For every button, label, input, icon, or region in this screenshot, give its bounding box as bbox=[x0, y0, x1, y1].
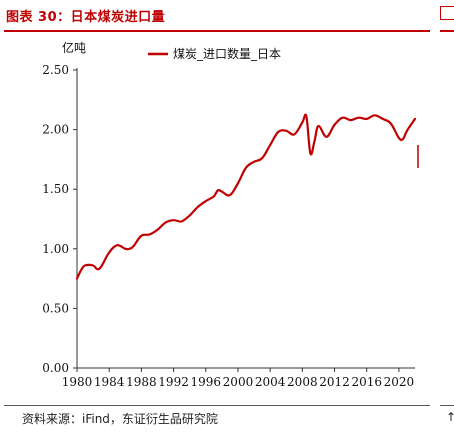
chart-ticks bbox=[73, 69, 400, 372]
x-tick-label: 1988 bbox=[126, 375, 157, 389]
source-rule bbox=[4, 405, 430, 406]
source-note: 资料来源：iFind，东证衍生品研究院 bbox=[22, 412, 218, 426]
chart-legend: 煤炭_进口数量_日本 bbox=[148, 46, 281, 61]
y-axis-unit-label: 亿吨 bbox=[62, 40, 86, 55]
y-tick-label: 0.00 bbox=[42, 361, 69, 375]
figure-title: 图表 30：日本煤炭进口量 bbox=[6, 10, 166, 25]
y-tick-label: 0.50 bbox=[42, 301, 69, 315]
legend-label: 煤炭_进口数量_日本 bbox=[173, 46, 281, 61]
x-tick-label: 2016 bbox=[351, 375, 382, 389]
adjacent-figure-fragment bbox=[440, 6, 454, 20]
chart-axes bbox=[76, 68, 415, 369]
y-tick-label: 2.00 bbox=[42, 123, 69, 137]
x-tick-label: 2020 bbox=[384, 375, 415, 389]
adjacent-source-rule bbox=[440, 405, 454, 406]
y-tick-label: 1.50 bbox=[42, 182, 69, 196]
x-tick-label: 1992 bbox=[158, 375, 189, 389]
adjacent-source-fragment: ↑ bbox=[446, 410, 454, 424]
x-tick-label: 1996 bbox=[190, 375, 221, 389]
y-tick-label: 1.00 bbox=[42, 242, 69, 256]
x-tick-label: 2008 bbox=[287, 375, 318, 389]
series-line-0 bbox=[75, 113, 417, 280]
chart-series bbox=[75, 113, 419, 280]
x-tick-label: 1980 bbox=[62, 375, 93, 389]
chart-labels: 0.00 0.50 1.00 1.50 2.00 2.50 1980 1984 1988 1992… bbox=[42, 40, 414, 389]
x-tick-label: 2012 bbox=[319, 375, 350, 389]
y-tick-label: 2.50 bbox=[42, 63, 69, 77]
title-rule bbox=[4, 30, 430, 32]
x-tick-label: 2000 bbox=[223, 375, 254, 389]
x-tick-label: 2004 bbox=[255, 375, 286, 389]
adjacent-title-rule bbox=[440, 30, 454, 32]
x-tick-label: 1984 bbox=[94, 375, 125, 389]
